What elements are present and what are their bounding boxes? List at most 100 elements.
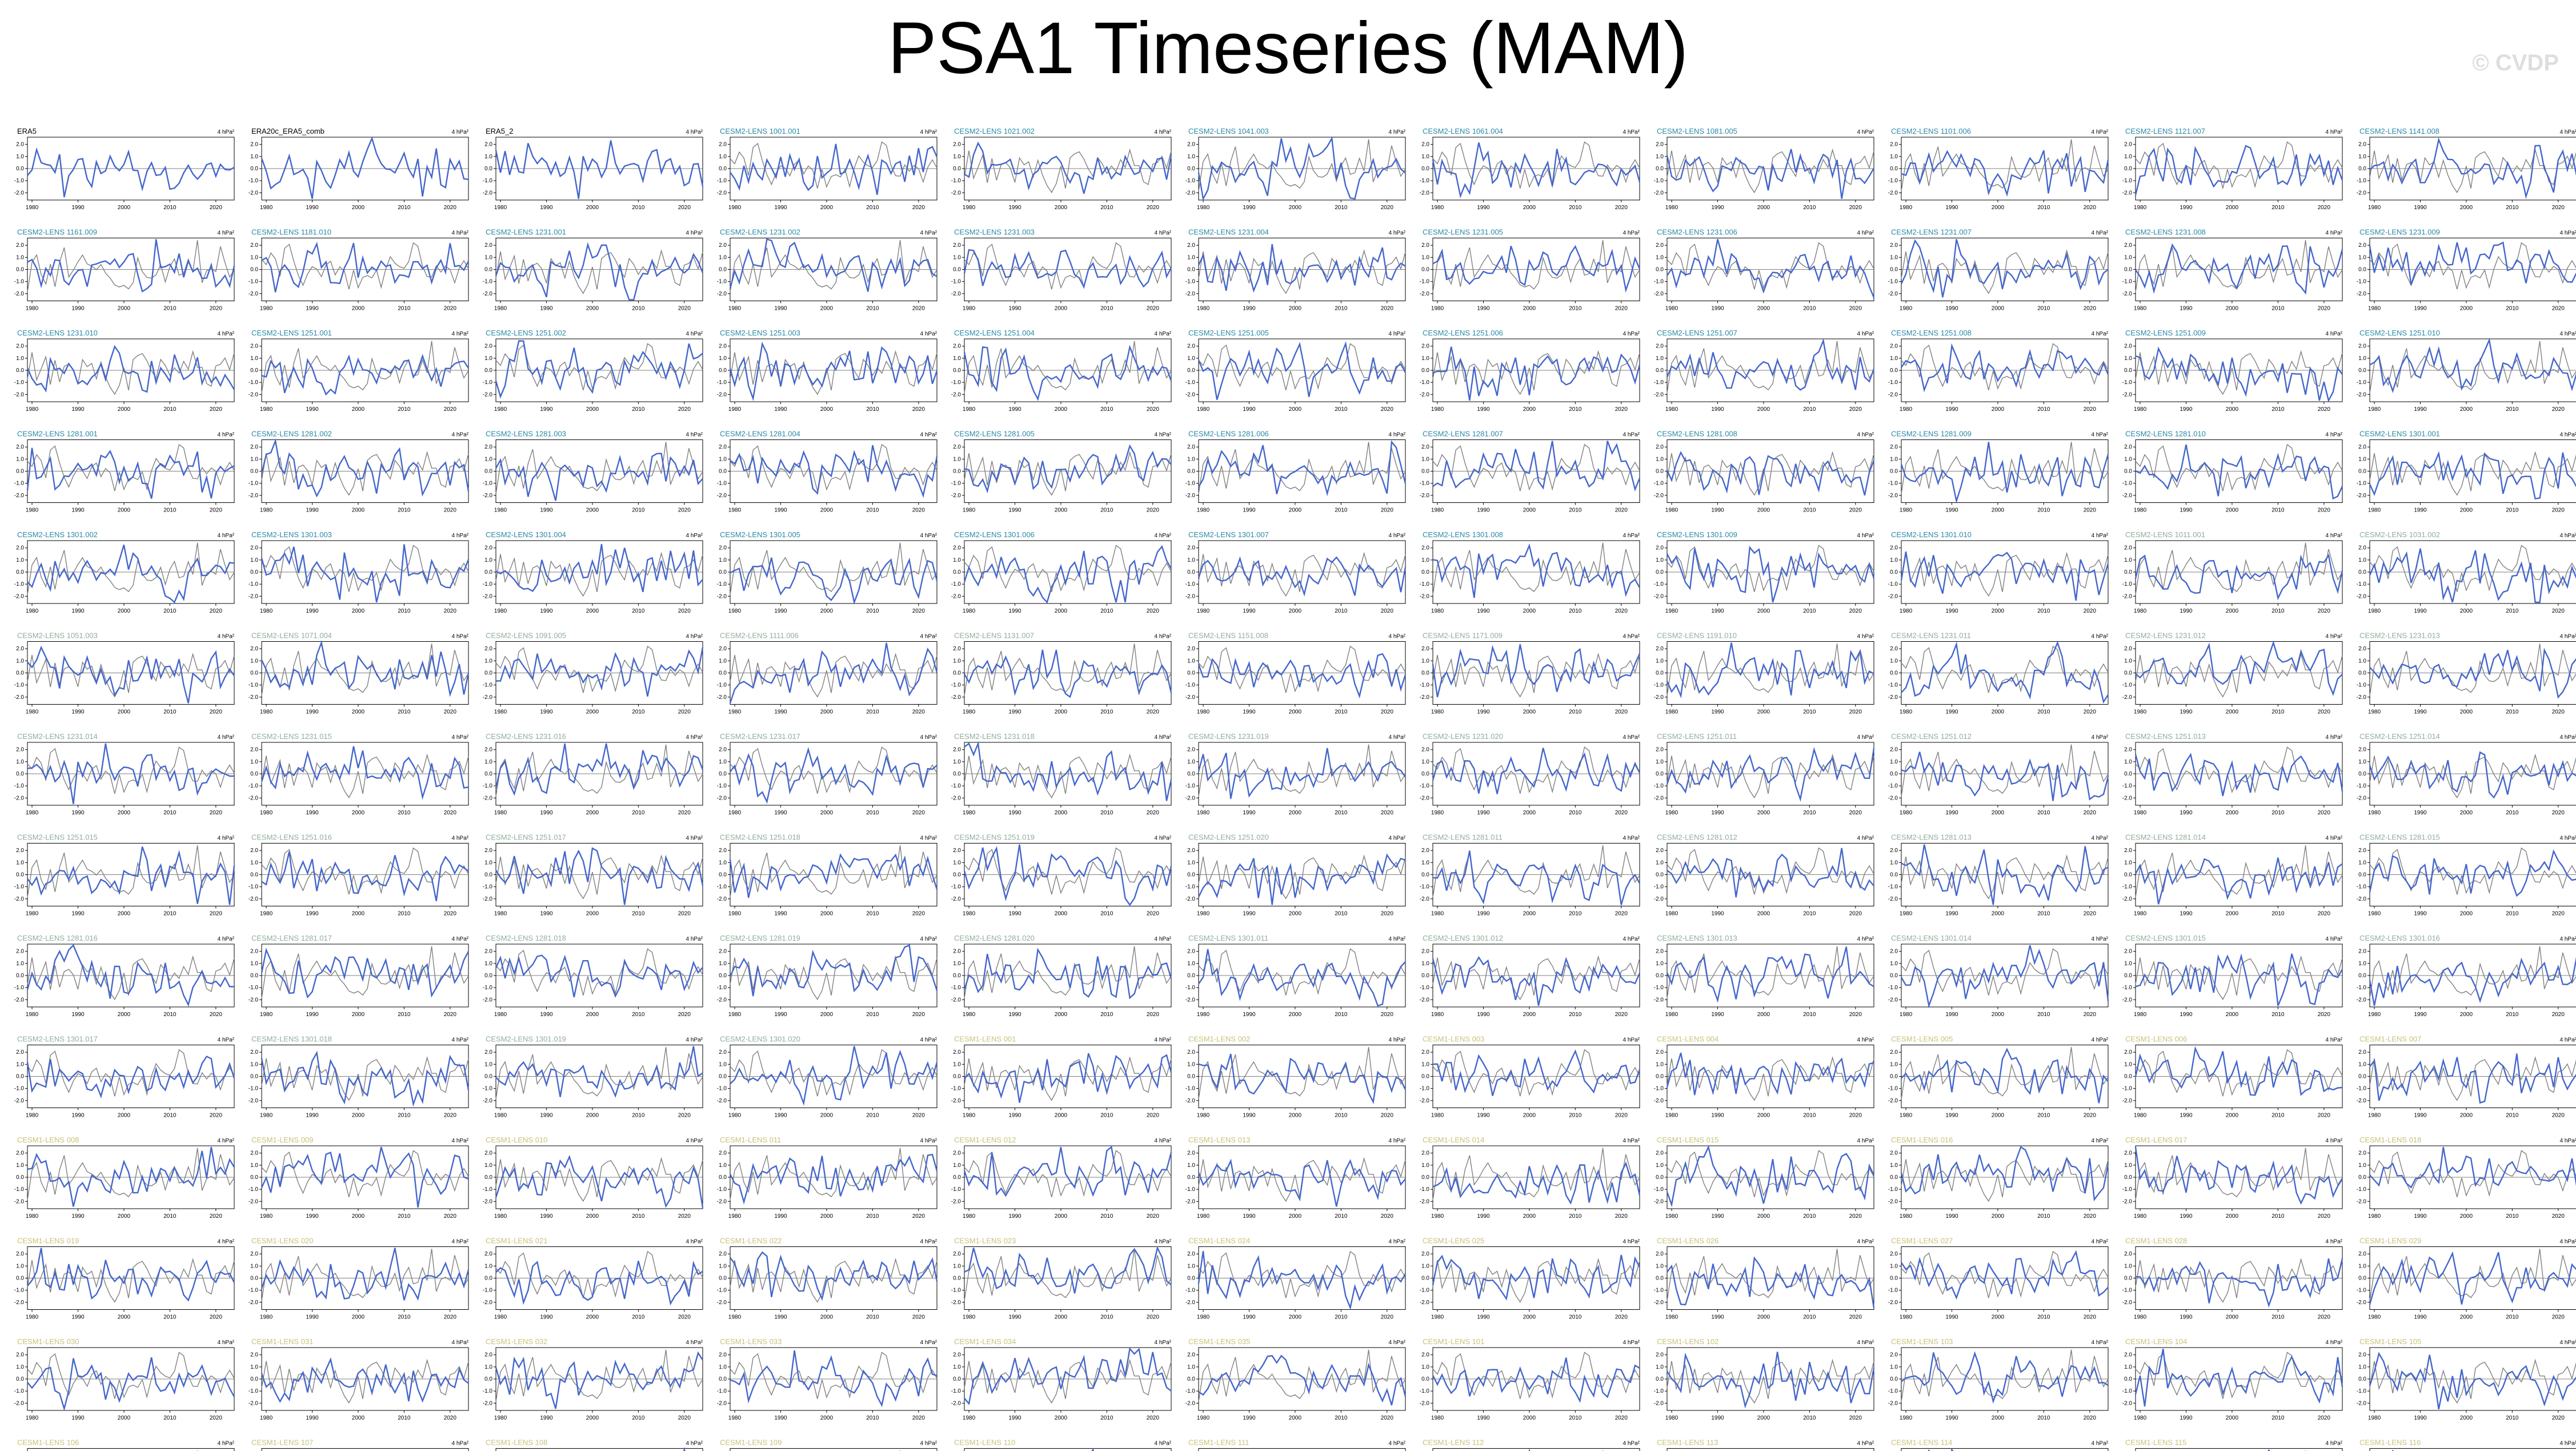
x-tick-label: 2020: [444, 406, 457, 413]
units-label: 4 hPa²: [1623, 1441, 1640, 1447]
y-tick-label: 0.0: [1421, 367, 1429, 374]
x-tick-label: 2020: [444, 1314, 457, 1321]
y-tick-label: 0.0: [2358, 1174, 2366, 1181]
x-tick-label: 2010: [2506, 1415, 2519, 1421]
timeseries-panel: CESM2-LENS 1231.007 4 hPa²2.01.00.0-1.0-2…: [1888, 228, 2109, 312]
panel-title: CESM1-LENS 021: [486, 1237, 547, 1245]
x-tick-label: 2000: [1523, 911, 1536, 917]
x-tick-label: 1980: [728, 306, 742, 312]
y-tick-label: 1.0: [2124, 154, 2132, 160]
y-tick-label: -2.0: [1420, 391, 1430, 398]
y-tick-label: -2.0: [1654, 1098, 1664, 1104]
member-series-line: [495, 743, 704, 796]
y-tick-label: 2.0: [1187, 949, 1195, 955]
reference-series-line: [964, 545, 1172, 592]
y-tick-label: 0.0: [2358, 973, 2366, 979]
reference-series-line: [261, 1150, 469, 1197]
units-label: 4 hPa²: [686, 331, 703, 337]
y-tick-label: 0.0: [484, 166, 492, 172]
panel-title: CESM1-LENS 110: [954, 1438, 1015, 1447]
y-tick-label: -1.0: [1654, 783, 1664, 789]
y-tick-label: 0.0: [719, 1074, 727, 1080]
y-tick-label: 1.0: [2124, 759, 2132, 765]
units-label: 4 hPa²: [2326, 1138, 2343, 1144]
units-label: 4 hPa²: [452, 1138, 469, 1144]
y-tick-label: -2.0: [483, 1400, 493, 1406]
y-tick-label: 2.0: [1187, 1352, 1195, 1358]
panel-title: CESM2-LENS 1251.013: [2125, 732, 2206, 741]
member-series-line: [729, 1153, 938, 1205]
x-tick-label: 2000: [1289, 406, 1302, 413]
timeseries-panel: CESM2-LENS 1251.006 4 hPa²2.01.00.0-1.0-2…: [1420, 329, 1641, 413]
plot-frame: [964, 1448, 1172, 1451]
y-tick-label: -2.0: [14, 190, 25, 196]
x-tick-label: 2020: [1849, 1314, 1862, 1321]
units-label: 4 hPa²: [1155, 936, 1172, 942]
y-tick-label: 2.0: [16, 747, 24, 753]
x-tick-label: 1990: [71, 709, 85, 715]
panel-title: CESM2-LENS 1231.019: [1188, 732, 1269, 741]
y-tick-label: -1.0: [14, 481, 25, 487]
y-tick-label: 0.0: [1656, 1276, 1664, 1282]
x-tick-label: 2010: [1100, 709, 1113, 715]
units-label: 4 hPa²: [2092, 1037, 2109, 1044]
y-tick-label: -1.0: [1185, 1388, 1196, 1394]
units-label: 4 hPa²: [218, 1138, 235, 1144]
x-tick-label: 2020: [912, 1213, 926, 1220]
y-tick-label: -1.0: [1888, 682, 1898, 689]
reference-series-line: [495, 1349, 703, 1402]
x-tick-label: 1980: [1665, 1113, 1678, 1119]
y-tick-label: 1.0: [1890, 254, 1898, 261]
x-tick-label: 1990: [1945, 406, 1958, 413]
reference-series-line: [1901, 854, 2109, 900]
x-tick-label: 1980: [1431, 1113, 1444, 1119]
y-tick-label: -1.0: [249, 178, 259, 184]
panel-title: CESM1-LENS 017: [2125, 1136, 2187, 1144]
x-tick-label: 1980: [1900, 810, 1913, 816]
y-tick-label: -2.0: [1654, 997, 1664, 1003]
reference-series-line: [730, 1049, 938, 1097]
y-tick-label: -1.0: [1185, 379, 1196, 386]
timeseries-panel: CESM2-LENS 1251.001 4 hPa²2.01.00.0-1.0-2…: [249, 329, 470, 413]
y-tick-label: -1.0: [1420, 279, 1430, 285]
y-tick-label: 2.0: [2124, 242, 2132, 249]
x-tick-label: 2000: [1055, 911, 1068, 917]
timeseries-panel: CESM2-LENS 1251.004 4 hPa²2.01.00.0-1.0-2…: [951, 329, 1172, 413]
reference-series-line: [730, 1258, 938, 1303]
y-tick-label: -2.0: [717, 1198, 727, 1205]
x-tick-label: 1990: [1945, 608, 1958, 614]
y-tick-label: 1.0: [1187, 1364, 1195, 1370]
y-tick-label: 1.0: [484, 557, 492, 563]
x-tick-label: 1980: [494, 1213, 507, 1220]
timeseries-panel: CESM2-LENS 1251.018 4 hPa²2.01.00.0-1.0-2…: [717, 833, 938, 917]
y-tick-label: 1.0: [953, 1061, 961, 1068]
x-tick-label: 2000: [1289, 1314, 1302, 1321]
x-tick-label: 2010: [2271, 810, 2285, 816]
y-tick-label: 1.0: [2124, 961, 2132, 967]
reference-series-line: [730, 746, 938, 794]
x-tick-label: 2020: [2084, 1213, 2097, 1220]
y-tick-label: -2.0: [951, 896, 962, 902]
y-tick-label: 2.0: [719, 848, 727, 854]
y-tick-label: 1.0: [250, 961, 258, 967]
units-label: 4 hPa²: [2326, 533, 2343, 539]
units-label: 4 hPa²: [1857, 1239, 1874, 1245]
y-tick-label: -2.0: [2122, 1300, 2133, 1306]
y-tick-label: -1.0: [717, 279, 727, 285]
y-tick-label: -2.0: [1654, 593, 1664, 599]
y-tick-label: -1.0: [14, 379, 25, 386]
y-tick-label: -2.0: [1888, 593, 1898, 599]
units-label: 4 hPa²: [218, 1037, 235, 1044]
y-tick-label: 1.0: [1421, 355, 1429, 362]
timeseries-panel: CESM2-LENS 1061.004 4 hPa²2.01.00.0-1.0-2…: [1420, 127, 1641, 211]
y-tick-label: 0.0: [953, 973, 961, 979]
x-tick-label: 2000: [1992, 1012, 2005, 1018]
y-tick-label: -1.0: [2122, 379, 2133, 386]
y-tick-label: 0.0: [250, 872, 258, 878]
timeseries-panel: CESM1-LENS 028 4 hPa²2.01.00.0-1.0-2.0198…: [2122, 1237, 2343, 1321]
x-tick-label: 2000: [1523, 507, 1536, 514]
timeseries-panel: CESM2-LENS 1281.002 4 hPa²2.01.00.0-1.0-2…: [249, 430, 470, 514]
member-series-line: [1900, 1250, 2109, 1300]
x-tick-label: 2020: [2084, 1113, 2097, 1119]
